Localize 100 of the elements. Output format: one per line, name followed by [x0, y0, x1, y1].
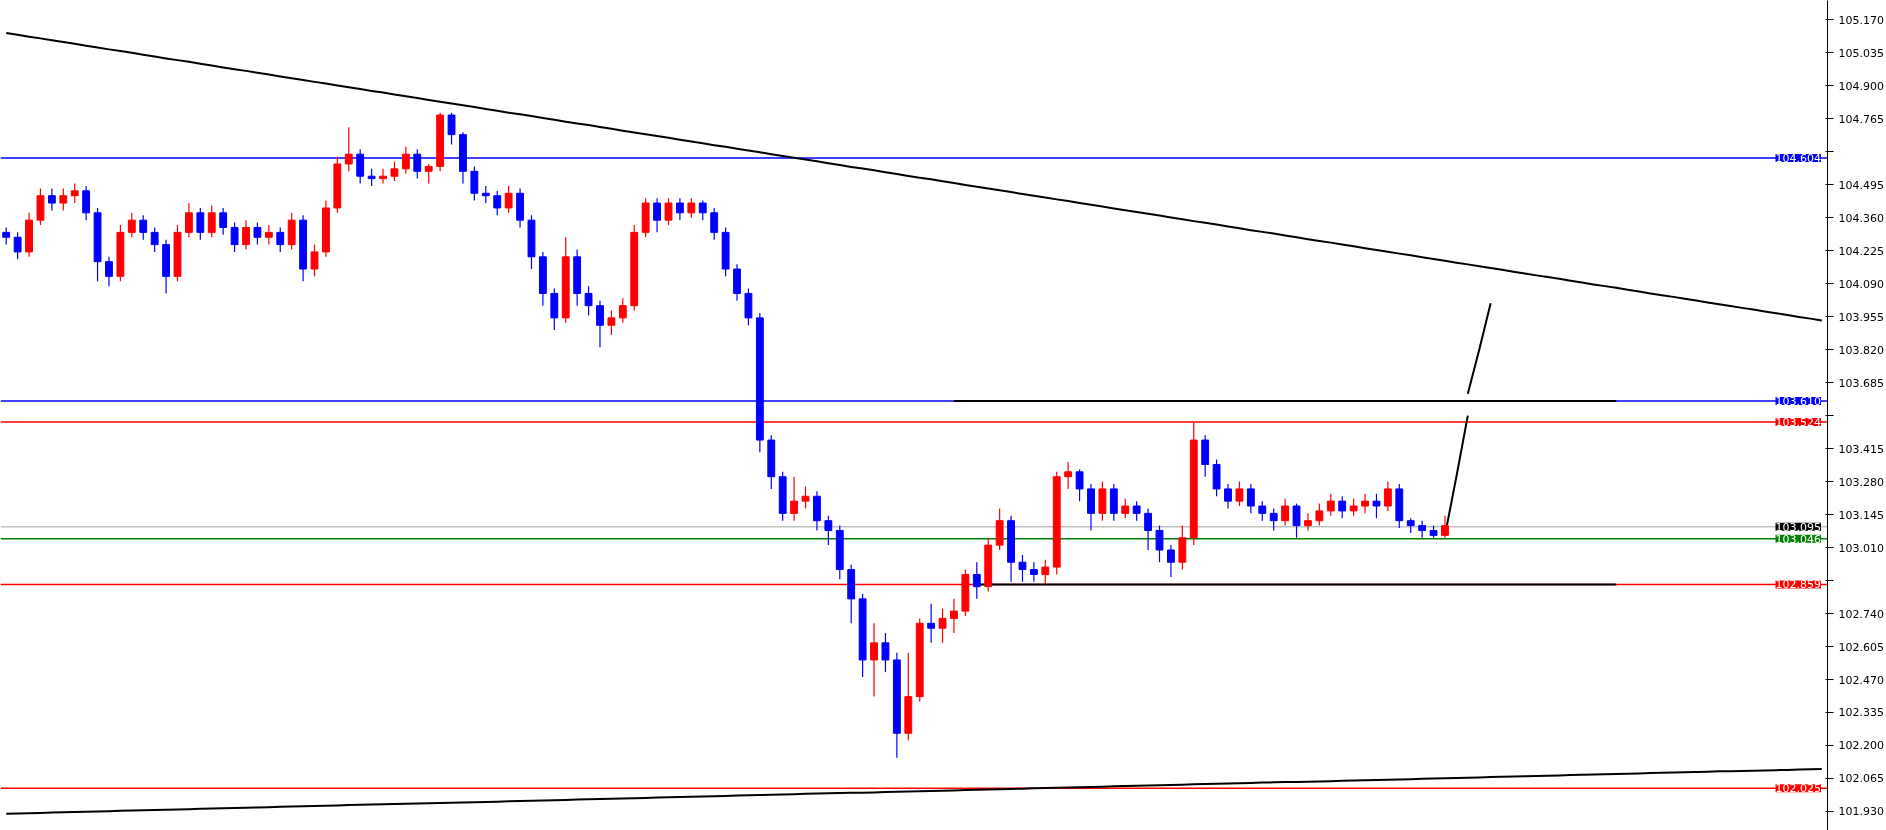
ref-line-label: 102.859: [1775, 578, 1821, 592]
candlestick: [801, 485, 810, 510]
candlestick: [1029, 561, 1038, 583]
candlestick: [596, 300, 604, 348]
candlestick: [675, 197, 684, 221]
candlestick: [105, 256, 113, 287]
candlestick: [1121, 498, 1130, 519]
candlestick: [687, 197, 696, 219]
candlestick: [710, 207, 719, 241]
ref-line-label: 103.524: [1775, 415, 1821, 429]
candlestick: [1383, 480, 1392, 512]
candlestick: [13, 231, 22, 260]
candlestick: [870, 622, 878, 698]
candlestick: [310, 243, 319, 277]
y-tick-label: 104.900: [1838, 79, 1884, 93]
y-tick-label: 102.470: [1838, 673, 1884, 687]
candlestick: [881, 632, 890, 673]
y-tick-label: 102.605: [1838, 640, 1884, 654]
candlestick: [1361, 493, 1369, 514]
ref-line-label: 104.604: [1775, 152, 1821, 166]
y-tick-label: 104.225: [1838, 244, 1884, 258]
candlestick: [1326, 493, 1335, 517]
y-tick-label: 105.035: [1838, 46, 1884, 60]
y-tick-label: 103.955: [1838, 310, 1884, 324]
candlestick: [653, 197, 661, 233]
candlestick: [1075, 468, 1084, 502]
candlestick: [276, 226, 285, 253]
y-tick-label: 101.930: [1838, 805, 1884, 819]
y-tick-label: 102.200: [1838, 739, 1884, 753]
candlestick: [82, 185, 91, 221]
y-tick-label: 103.010: [1838, 541, 1884, 555]
candlestick: [1258, 500, 1267, 522]
candlestick: [264, 224, 273, 246]
y-tick-label: 103.685: [1838, 376, 1884, 390]
candlestick: [59, 187, 68, 211]
candlestick: [1338, 495, 1347, 519]
candlestick: [70, 182, 79, 204]
candlestick: [47, 187, 56, 211]
candlestick: [618, 297, 627, 324]
candlestick: [1304, 512, 1312, 532]
candlestick: [824, 515, 833, 546]
candlestick: [1372, 493, 1381, 519]
y-tick-label: 104.495: [1838, 178, 1884, 192]
candlestick: [584, 285, 593, 317]
candlestick: [1018, 554, 1027, 583]
candlestick: [790, 476, 799, 522]
y-tick-label: 102.065: [1838, 772, 1884, 786]
candlestick: [196, 207, 205, 241]
candlestick: [927, 603, 936, 644]
candlestick: [950, 598, 958, 634]
ref-line-label: 103.095: [1775, 520, 1821, 534]
candlestick: [242, 219, 250, 251]
candlestick: [219, 207, 228, 236]
y-tick-label: 104.090: [1838, 277, 1884, 291]
candlestick: [470, 165, 479, 202]
candlestick: [1235, 480, 1244, 507]
candlestick: [401, 146, 410, 175]
y-tick-label: 103.145: [1838, 508, 1884, 522]
y-tick-label: 104.360: [1838, 211, 1884, 225]
candlestick: [1292, 502, 1301, 539]
y-tick-label: 103.820: [1838, 343, 1884, 357]
candlestick: [493, 190, 502, 216]
candlestick: [1155, 524, 1164, 563]
candlestick: [230, 222, 239, 253]
candlestick: [1418, 520, 1427, 539]
candlestick: [1246, 483, 1255, 514]
line-series: [5, 32, 1823, 322]
candlestick: [447, 112, 456, 146]
candlestick: [1064, 461, 1073, 490]
candlestick: [938, 608, 947, 644]
ref-line-label: 103.046: [1775, 532, 1821, 546]
y-tick-label: 104.765: [1838, 112, 1884, 126]
candlestick: [664, 197, 673, 226]
candlestick: [1167, 544, 1175, 578]
candlestick: [1041, 559, 1050, 585]
candlestick: [698, 200, 707, 221]
candlestick: [504, 185, 513, 214]
y-tick-label: 103.415: [1838, 442, 1884, 456]
ref-line-label: 102.025: [1775, 782, 1821, 796]
candlestick: [207, 204, 216, 238]
candlestick: [1132, 500, 1141, 522]
y-tick-label: 105.170: [1838, 13, 1884, 27]
candlestick: [150, 226, 159, 253]
candlestick: [1144, 507, 1153, 551]
candlestick: [1281, 498, 1290, 527]
y-tick-label: 102.740: [1838, 607, 1884, 621]
candlestick: [607, 309, 616, 336]
candlestick: [184, 202, 193, 238]
candlestick: [972, 561, 981, 600]
candlestick: [1224, 483, 1232, 510]
y-tick-label: 103.280: [1838, 475, 1884, 489]
candlestick: [344, 126, 353, 172]
candlestick: [424, 163, 433, 185]
candlestick: [253, 222, 262, 246]
ref-line-label: 103.610: [1775, 394, 1821, 408]
candlestick: [1315, 502, 1324, 527]
candlestick: [379, 168, 387, 185]
candlestick: [127, 212, 136, 238]
candlestick: [1441, 515, 1449, 539]
candlestick: [139, 214, 148, 241]
